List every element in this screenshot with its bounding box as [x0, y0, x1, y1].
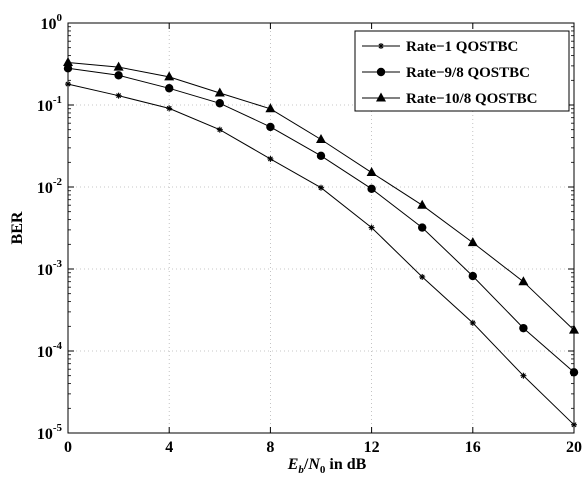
legend-label: Rate−1 QOSTBC [406, 39, 518, 55]
y-tick-label: 10-4 [37, 340, 63, 361]
legend-marker-triangle-icon [376, 92, 386, 102]
legend-marker-circle-icon [376, 67, 386, 77]
asterisk-stroke [116, 93, 122, 99]
asterisk-stroke [419, 274, 425, 280]
legend-label: Rate−10/8 QOSTBC [406, 91, 537, 107]
asterisk-stroke [267, 156, 273, 162]
data-point-series-2 [266, 122, 275, 132]
data-point-series-2 [114, 71, 123, 80]
y-tick-label-base: 10 [41, 16, 57, 33]
data-point-series-2 [367, 184, 376, 194]
x-tick-label: 12 [364, 439, 380, 456]
asterisk-stroke [318, 185, 324, 191]
series-line-2 [67, 67, 575, 373]
x-tick-label: 20 [566, 439, 582, 456]
data-point-series-1 [368, 224, 375, 231]
y-tick-label-exponent: -3 [53, 258, 63, 270]
data-point-series-3 [316, 133, 326, 143]
y-tick-label: 10-1 [37, 94, 62, 115]
asterisk-stroke [520, 373, 526, 379]
x-label-subscript-0: 0 [320, 464, 326, 476]
y-tick-label-base: 10 [37, 98, 53, 115]
data-point-series-3 [518, 276, 529, 286]
data-point-series-3 [164, 71, 175, 81]
data-point-series-2 [316, 151, 326, 161]
data-point-series-1 [267, 155, 274, 162]
data-point-series-2 [519, 323, 528, 333]
y-axis-label: BER [9, 211, 26, 244]
x-axis-label: Eb/N0 in dB [287, 456, 367, 476]
data-point-series-1 [469, 319, 476, 326]
data-point-series-2 [215, 99, 224, 108]
y-tick-label: 10-3 [37, 258, 63, 279]
y-tick-label-exponent: -2 [53, 176, 63, 188]
data-point-series-1 [520, 372, 527, 379]
asterisk-stroke [369, 225, 375, 231]
x-label-suffix: in dB [325, 456, 366, 473]
y-tick-label-base: 10 [37, 180, 53, 197]
legend: Rate−1 QOSTBC Rate−9/8 QOSTBC Rate−10/8 QO… [354, 30, 570, 112]
data-point-series-2 [468, 271, 477, 281]
x-label-symbol-e: E [287, 456, 299, 473]
y-tick-label: 100 [41, 12, 63, 33]
x-tick-label: 16 [465, 439, 481, 456]
x-label-symbol-n: N [307, 456, 321, 473]
asterisk-stroke [166, 105, 172, 111]
y-tick-label: 10-5 [37, 422, 63, 443]
x-tick-label: 0 [64, 439, 72, 456]
asterisk-stroke [470, 320, 476, 326]
y-tick-label: 10-2 [37, 176, 63, 197]
x-tick-label: 8 [266, 439, 274, 456]
x-label-separator: / [303, 456, 309, 473]
data-point-series-3 [467, 237, 478, 247]
y-tick-label-base: 10 [37, 262, 53, 279]
y-tick-label-exponent: 0 [57, 12, 63, 24]
y-tick-label-base: 10 [37, 344, 53, 361]
asterisk-stroke [217, 127, 223, 133]
data-point-series-1 [318, 184, 324, 191]
legend-marker-asterisk-icon [378, 43, 384, 49]
data-point-series-3 [265, 103, 276, 113]
data-point-series-1 [166, 105, 173, 112]
data-point-series-3 [214, 87, 225, 97]
data-point-series-1 [115, 92, 122, 99]
data-point-series-2 [165, 84, 174, 93]
data-point-series-3 [417, 199, 428, 209]
data-point-series-1 [216, 126, 223, 133]
y-tick-label-base: 10 [37, 426, 53, 443]
x-label-subscript-b: b [298, 464, 304, 476]
series-layer [63, 56, 579, 428]
data-point-series-2 [418, 223, 427, 232]
y-tick-label-exponent: -4 [53, 340, 63, 352]
data-point-series-3 [113, 61, 124, 71]
legend-label: Rate−9/8 QOSTBC [406, 65, 530, 81]
data-point-series-3 [366, 167, 377, 177]
x-tick-label: 4 [165, 439, 173, 456]
y-tick-label-exponent: -5 [53, 422, 63, 434]
data-point-series-1 [419, 273, 426, 280]
plot-area-frame [67, 22, 575, 434]
asterisk-stroke [378, 43, 384, 49]
y-tick-label-exponent: -1 [53, 94, 62, 106]
